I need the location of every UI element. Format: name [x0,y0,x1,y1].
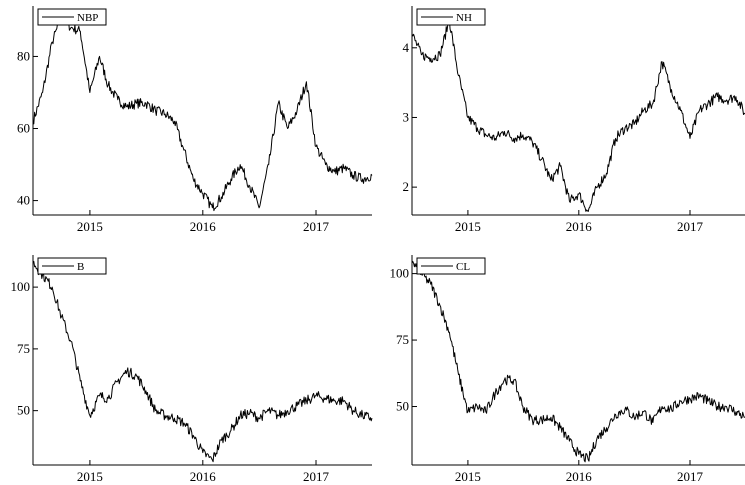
x-tick-label: 2016 [190,469,217,484]
x-tick-label: 2015 [77,219,103,234]
x-tick-label: 2017 [677,219,704,234]
chart-panel-cl: 2015 2016 2017 50 75 100 CL [390,255,745,484]
chart-panel-nbp: 2015 2016 2017 40 60 80 NBP [17,6,373,234]
x-tick-label: 2015 [455,469,481,484]
chart-panel-b: 2015 2016 2017 50 75 100 B [11,255,373,484]
x-tick-label: 2015 [455,219,481,234]
series-line-cl [411,260,745,463]
y-tick-label: 75 [396,332,409,347]
chart-panel-nh: 2015 2016 2017 2 3 4 NH [403,6,745,234]
y-tick-label: 100 [11,279,31,294]
y-tick-label: 50 [17,403,30,418]
legend-label: CL [456,261,470,273]
x-tick-label: 2016 [566,219,593,234]
x-tick-label: 2016 [566,469,593,484]
legend-label: NBP [77,12,98,24]
y-tick-label: 4 [403,40,410,55]
y-tick-label: 2 [403,179,410,194]
y-tick-label: 40 [17,193,30,208]
y-tick-label: 75 [17,341,30,356]
y-tick-label: 100 [390,266,410,281]
y-tick-label: 60 [17,121,30,136]
x-tick-label: 2017 [677,469,704,484]
x-tick-label: 2015 [77,469,103,484]
y-tick-label: 3 [403,109,410,124]
x-tick-label: 2017 [303,469,330,484]
y-tick-label: 50 [396,399,409,414]
legend-label: NH [456,12,472,24]
series-line-nh [411,19,745,212]
series-line-b [32,260,373,463]
series-line-nbp [32,15,373,212]
legend-label: B [77,261,84,273]
x-tick-label: 2017 [303,219,330,234]
x-tick-label: 2016 [190,219,217,234]
y-tick-label: 80 [17,48,30,63]
